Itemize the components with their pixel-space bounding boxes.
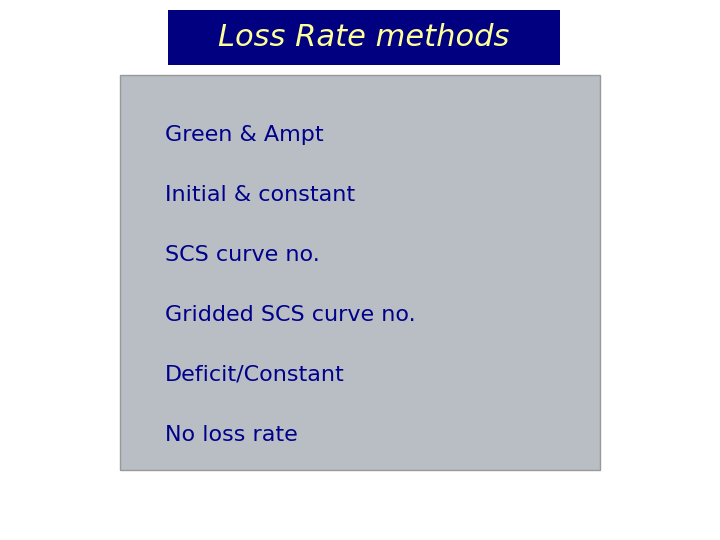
Text: Loss Rate methods: Loss Rate methods xyxy=(218,23,510,52)
Text: Gridded SCS curve no.: Gridded SCS curve no. xyxy=(165,305,415,325)
Text: No loss rate: No loss rate xyxy=(165,425,298,445)
Bar xyxy=(168,10,560,65)
Bar xyxy=(120,75,600,470)
Text: Initial & constant: Initial & constant xyxy=(165,185,355,205)
Text: Deficit/Constant: Deficit/Constant xyxy=(165,365,345,385)
Text: SCS curve no.: SCS curve no. xyxy=(165,245,320,265)
Text: Green & Ampt: Green & Ampt xyxy=(165,125,323,145)
